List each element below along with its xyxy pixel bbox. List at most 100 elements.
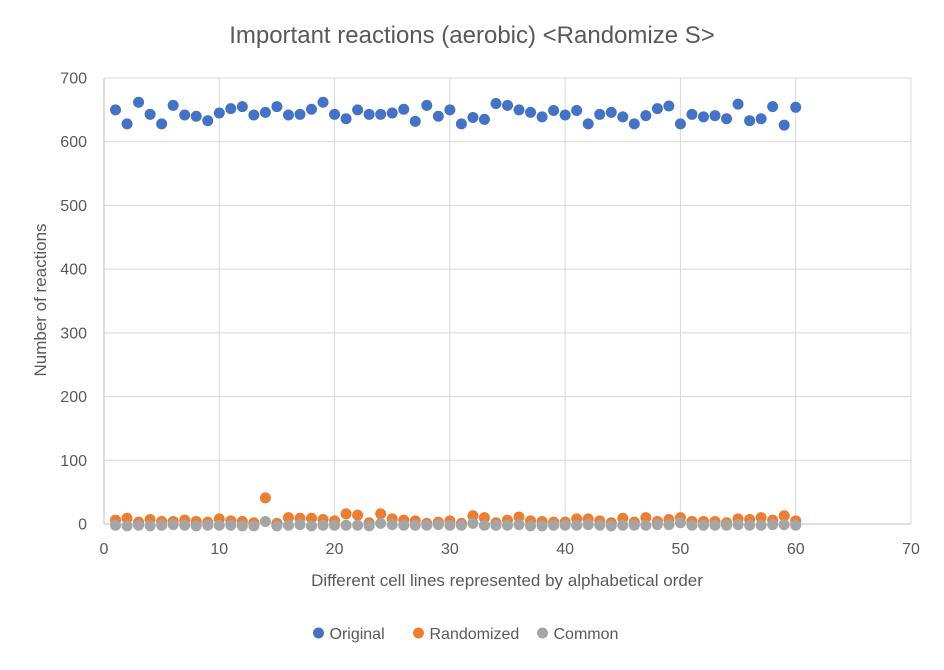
common-point xyxy=(352,519,364,531)
randomized-point xyxy=(375,508,387,520)
randomized-point xyxy=(513,511,525,523)
x-tick-label: 70 xyxy=(902,541,920,558)
original-point xyxy=(455,118,467,130)
common-point xyxy=(767,519,779,531)
y-tick-label: 300 xyxy=(60,325,87,342)
original-point xyxy=(709,110,721,122)
original-point xyxy=(202,115,214,127)
common-point xyxy=(432,519,444,531)
legend-label-original: Original xyxy=(330,626,385,643)
original-point xyxy=(686,108,698,120)
common-point xyxy=(409,519,421,531)
common-point xyxy=(455,519,467,531)
legend-marker-randomized xyxy=(413,627,424,639)
y-tick-label: 100 xyxy=(60,453,87,470)
original-point xyxy=(190,110,202,122)
original-point xyxy=(559,109,571,121)
randomized-point xyxy=(340,508,352,520)
original-point xyxy=(490,97,502,109)
common-point xyxy=(110,519,122,531)
data-points xyxy=(110,96,802,532)
randomized-point xyxy=(640,512,652,524)
original-point xyxy=(513,104,525,116)
randomized-point xyxy=(259,492,271,504)
common-point xyxy=(467,517,479,529)
common-point xyxy=(156,519,168,531)
randomized-point xyxy=(352,509,364,521)
original-point xyxy=(767,101,779,113)
common-point xyxy=(513,519,525,531)
common-point xyxy=(674,517,686,529)
original-point xyxy=(571,104,583,116)
original-point xyxy=(110,104,122,116)
common-point xyxy=(294,519,306,531)
original-point xyxy=(271,101,283,113)
common-point xyxy=(248,520,260,532)
common-point xyxy=(282,519,294,531)
common-point xyxy=(121,520,133,532)
common-point xyxy=(755,519,767,531)
common-point xyxy=(317,519,329,531)
common-point xyxy=(709,519,721,531)
y-tick-label: 700 xyxy=(60,71,87,88)
randomized-point xyxy=(121,512,133,524)
common-point xyxy=(721,519,733,531)
common-point xyxy=(732,519,744,531)
original-point xyxy=(525,106,537,118)
original-point xyxy=(317,96,329,108)
common-point xyxy=(236,520,248,532)
original-point xyxy=(697,111,709,123)
common-point xyxy=(790,519,802,531)
original-point xyxy=(236,101,248,113)
common-point xyxy=(605,520,617,532)
original-point xyxy=(663,100,675,112)
original-point xyxy=(421,99,433,111)
original-point xyxy=(386,107,398,119)
common-point xyxy=(444,519,456,531)
x-tick-label: 0 xyxy=(100,541,109,558)
original-point xyxy=(617,111,629,123)
common-point xyxy=(663,519,675,531)
common-point xyxy=(571,519,583,531)
randomized-point xyxy=(778,510,790,522)
original-point xyxy=(721,113,733,125)
axes: 0 100 200 300 400 500 600 700 0 10 20 30 40 50 60 70 xyxy=(60,71,920,559)
common-point xyxy=(398,519,410,531)
original-point xyxy=(640,110,652,122)
original-point xyxy=(398,103,410,115)
common-point xyxy=(167,519,179,531)
common-point xyxy=(594,519,606,531)
original-point xyxy=(548,104,560,116)
common-point xyxy=(386,519,398,531)
original-point xyxy=(121,118,133,130)
legend: Original Randomized Common xyxy=(313,626,618,643)
original-point xyxy=(282,109,294,121)
common-point xyxy=(421,519,433,531)
common-point xyxy=(133,519,145,531)
y-tick-label: 600 xyxy=(60,134,87,151)
original-point xyxy=(605,106,617,118)
common-point xyxy=(697,519,709,531)
original-point xyxy=(502,99,513,111)
original-point xyxy=(755,113,767,125)
original-point xyxy=(213,107,225,119)
original-point xyxy=(651,103,663,115)
y-tick-label: 400 xyxy=(60,262,87,279)
common-point xyxy=(686,519,698,531)
common-point xyxy=(190,520,202,532)
common-point xyxy=(617,519,629,531)
x-tick-label: 10 xyxy=(210,541,228,558)
common-point xyxy=(778,519,790,531)
original-point xyxy=(674,118,686,130)
legend-marker-common xyxy=(537,627,548,639)
x-axis-title: Different cell lines represented by alph… xyxy=(311,571,703,590)
original-point xyxy=(444,104,456,116)
original-point xyxy=(732,98,744,110)
common-point xyxy=(225,519,237,531)
common-point xyxy=(259,515,271,527)
legend-marker-original xyxy=(313,627,324,639)
common-point xyxy=(478,519,490,531)
original-point xyxy=(467,112,479,124)
